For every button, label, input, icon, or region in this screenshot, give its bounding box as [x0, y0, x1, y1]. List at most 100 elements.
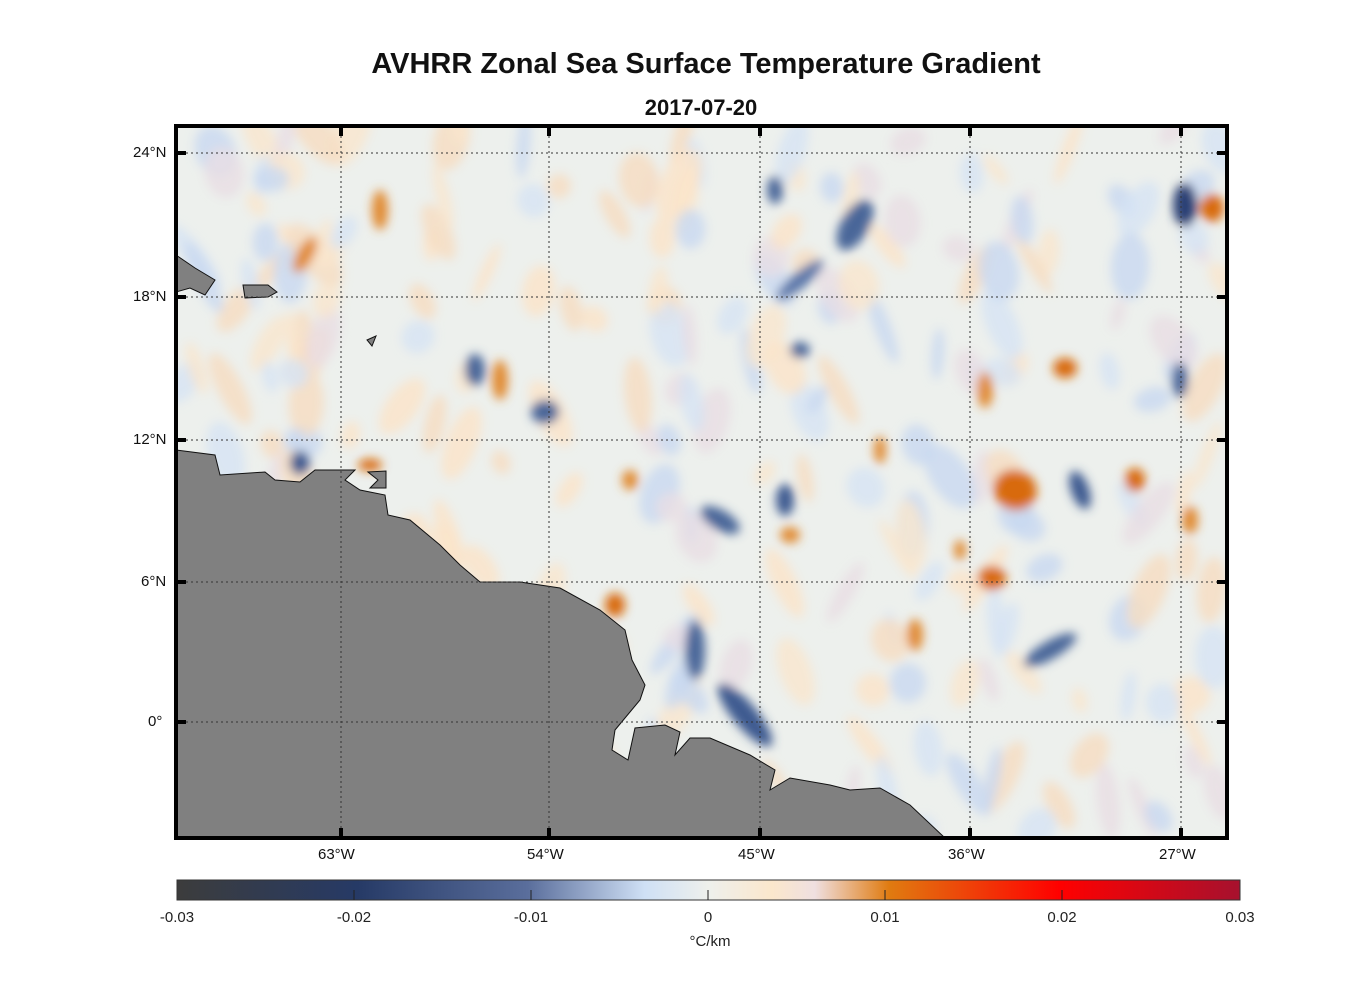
gradient-anomaly	[285, 310, 301, 369]
gradient-anomaly	[492, 360, 508, 400]
gradient-anomaly	[915, 561, 944, 601]
gradient-anomaly	[682, 304, 697, 366]
gradient-anomaly	[982, 746, 1002, 815]
gradient-anomaly	[776, 484, 794, 516]
gradient-anomaly	[895, 499, 926, 572]
gradient-anomaly	[776, 638, 815, 706]
gradient-anomaly	[901, 424, 935, 466]
gradient-anomaly	[260, 430, 284, 459]
gradient-anomaly	[278, 358, 310, 389]
gradient-anomaly	[923, 444, 977, 509]
gradient-anomaly	[960, 153, 984, 194]
land-south-america	[176, 449, 946, 838]
gradient-anomaly	[262, 361, 278, 393]
gradient-anomaly	[675, 209, 706, 249]
gradient-anomaly	[657, 424, 682, 456]
colorbar-tick-label: -0.03	[159, 909, 195, 926]
colorbar-tick-label: 0.03	[1225, 909, 1255, 926]
gradient-anomaly	[472, 243, 501, 301]
lon-label: 45°W	[738, 846, 775, 863]
gradient-anomaly	[1182, 353, 1227, 422]
gradient-anomaly	[1070, 733, 1109, 778]
gradient-anomaly	[1122, 481, 1175, 545]
gradient-anomaly	[648, 266, 669, 314]
colorbar-tick-label: -0.02	[336, 909, 372, 926]
lat-label: 18°N	[133, 288, 167, 305]
gradient-anomaly	[717, 683, 773, 747]
gradient-anomaly	[433, 499, 464, 572]
lat-label: 0°	[148, 713, 163, 730]
gradient-anomaly	[208, 353, 252, 425]
gradient-anomaly	[290, 126, 343, 166]
gradient-anomaly	[826, 562, 864, 623]
gradient-anomaly	[954, 540, 966, 560]
gradient-anomaly	[884, 195, 921, 248]
lon-label: 54°W	[527, 846, 564, 863]
gradient-anomaly	[1037, 229, 1060, 277]
colorbar-ticks	[353, 890, 1063, 900]
gradient-anomaly	[1117, 181, 1160, 238]
gradient-anomaly	[656, 492, 687, 523]
gradient-anomaly	[950, 659, 980, 707]
gradient-anomaly	[796, 454, 814, 503]
gradient-anomaly	[1015, 235, 1053, 293]
gradient-anomaly	[252, 223, 279, 262]
colorbar-tick-label: -0.01	[513, 909, 549, 926]
gradient-anomaly	[246, 191, 267, 217]
gradient-anomaly	[1175, 538, 1198, 582]
chart-date: 2017-07-20	[644, 95, 758, 120]
gradient-anomaly	[818, 355, 860, 425]
gradient-anomaly	[1005, 651, 1042, 694]
map-frame	[174, 124, 1229, 840]
gradient-anomaly	[1195, 625, 1227, 689]
lat-label: 24°N	[133, 144, 167, 161]
lon-label: 36°W	[948, 846, 985, 863]
gradient-anomaly	[1053, 358, 1077, 378]
gradient-anomaly	[1099, 352, 1120, 390]
gradient-anomaly	[1201, 126, 1227, 174]
gradient-anomaly	[516, 126, 531, 179]
gradient-anomaly	[358, 459, 382, 471]
gradient-anomaly	[871, 618, 910, 662]
gradient-anomaly	[432, 126, 471, 171]
gradient-anomaly	[1200, 194, 1224, 222]
gradient-anomaly	[679, 373, 705, 432]
lat-label: 12°N	[133, 431, 167, 448]
gradient-anomaly	[409, 283, 437, 320]
gradient-anomaly	[1071, 687, 1088, 713]
gradient-anomaly	[978, 566, 1006, 590]
gradient-anomaly	[605, 593, 625, 617]
lon-label: 27°W	[1159, 846, 1196, 863]
gradient-anomaly	[1023, 633, 1077, 667]
gradient-anomaly	[838, 260, 880, 310]
gradient-anomaly	[253, 166, 289, 192]
gradient-anomaly	[521, 265, 556, 317]
gradient-anomaly	[765, 548, 805, 618]
gradient-anomaly	[978, 657, 1000, 702]
gradient-anomaly	[942, 236, 974, 262]
gradient-anomaly	[547, 173, 571, 199]
gradient-anomaly	[1145, 800, 1173, 833]
gradient-anomaly	[1095, 762, 1121, 838]
gradient-anomaly	[290, 451, 310, 475]
gradient-anomaly	[982, 155, 1009, 185]
land-island	[176, 254, 216, 296]
gradient-anomaly	[1110, 298, 1126, 331]
gradient-anomaly	[1026, 553, 1063, 582]
gradient-anomaly	[1182, 506, 1198, 534]
gradient-anomaly	[978, 241, 1020, 301]
gradient-anomaly	[618, 152, 659, 208]
gradient-anomaly	[1011, 195, 1034, 244]
gradient-anomaly	[836, 199, 874, 251]
gradient-anomaly	[981, 289, 1023, 360]
gradient-anomaly	[1127, 554, 1171, 629]
gradient-anomaly	[1110, 233, 1150, 300]
gradient-anomaly	[865, 288, 899, 363]
gradient-anomaly	[432, 163, 454, 230]
gradient-anomaly	[771, 213, 802, 250]
gradient-anomaly	[623, 357, 653, 432]
gradient-anomaly	[889, 663, 927, 703]
chart-title: AVHRR Zonal Sea Surface Temperature Grad…	[371, 48, 1041, 80]
gradient-anomaly	[330, 216, 358, 250]
